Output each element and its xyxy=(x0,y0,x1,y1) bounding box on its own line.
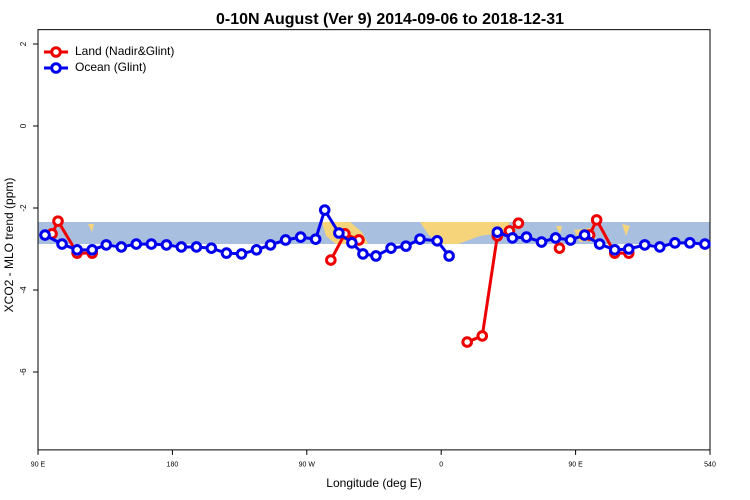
point xyxy=(100,239,113,251)
point xyxy=(145,238,158,250)
point xyxy=(346,237,358,249)
plot-frame xyxy=(37,29,711,451)
y-tick-label: -6 xyxy=(19,368,28,376)
point xyxy=(638,239,651,251)
map-land xyxy=(88,224,94,232)
point xyxy=(130,238,143,250)
x-tick-label: 90 E xyxy=(31,462,46,469)
point xyxy=(431,235,443,247)
y-tick-label: -4 xyxy=(19,286,28,294)
point xyxy=(593,238,606,250)
x-axis-label: Longitude (deg E) xyxy=(326,476,421,490)
map-land xyxy=(556,226,562,234)
point xyxy=(669,237,681,249)
point xyxy=(512,217,525,229)
x-tick-label: 0 xyxy=(439,462,443,469)
y-tick-label: 2 xyxy=(19,41,28,46)
point xyxy=(564,234,577,246)
point xyxy=(279,234,292,246)
point xyxy=(264,239,277,251)
point xyxy=(309,233,322,245)
point xyxy=(622,243,635,255)
point xyxy=(385,242,397,254)
point xyxy=(71,244,83,256)
point xyxy=(294,231,307,243)
point xyxy=(443,250,455,262)
point xyxy=(549,232,562,244)
point xyxy=(190,241,203,253)
point xyxy=(654,241,666,253)
point xyxy=(520,231,533,243)
point xyxy=(86,244,99,256)
point xyxy=(325,254,337,266)
point xyxy=(318,204,331,216)
point xyxy=(52,215,64,227)
legend-label: Land (Nadir&Glint) xyxy=(75,44,174,58)
point xyxy=(39,229,51,241)
point xyxy=(535,236,548,248)
point xyxy=(414,233,426,245)
legend-marker xyxy=(50,62,62,74)
point xyxy=(699,238,711,250)
point xyxy=(684,237,696,249)
point xyxy=(370,250,382,262)
point xyxy=(115,241,128,253)
y-axis-label: XCO2 - MLO trend (ppm) xyxy=(2,178,16,313)
point xyxy=(333,227,345,239)
legend-label: Ocean (Glint) xyxy=(75,60,146,74)
x-tick-label: 180 xyxy=(167,462,179,469)
legend-marker xyxy=(50,46,62,58)
y-tick-label: 0 xyxy=(19,123,28,128)
point xyxy=(56,238,68,250)
point xyxy=(608,244,621,256)
point xyxy=(590,214,603,226)
point xyxy=(400,240,412,252)
x-tick-label: 90 E xyxy=(568,462,583,469)
point xyxy=(357,248,369,260)
point xyxy=(160,239,173,251)
point xyxy=(175,241,188,253)
point xyxy=(553,242,566,254)
point xyxy=(476,330,489,342)
point xyxy=(491,226,504,238)
point xyxy=(250,244,263,256)
point xyxy=(578,229,591,241)
x-tick-label: 90 W xyxy=(299,462,316,469)
point xyxy=(461,336,473,348)
map-land xyxy=(420,222,510,244)
point xyxy=(506,232,519,244)
y-tick-label: -2 xyxy=(19,204,28,212)
point xyxy=(220,247,233,259)
x-tick-label: 540 xyxy=(704,462,716,469)
chart-title: 0-10N August (Ver 9) 2014-09-06 to 2018-… xyxy=(216,11,564,28)
point xyxy=(205,242,218,254)
map-land xyxy=(622,224,630,236)
point xyxy=(235,248,248,260)
